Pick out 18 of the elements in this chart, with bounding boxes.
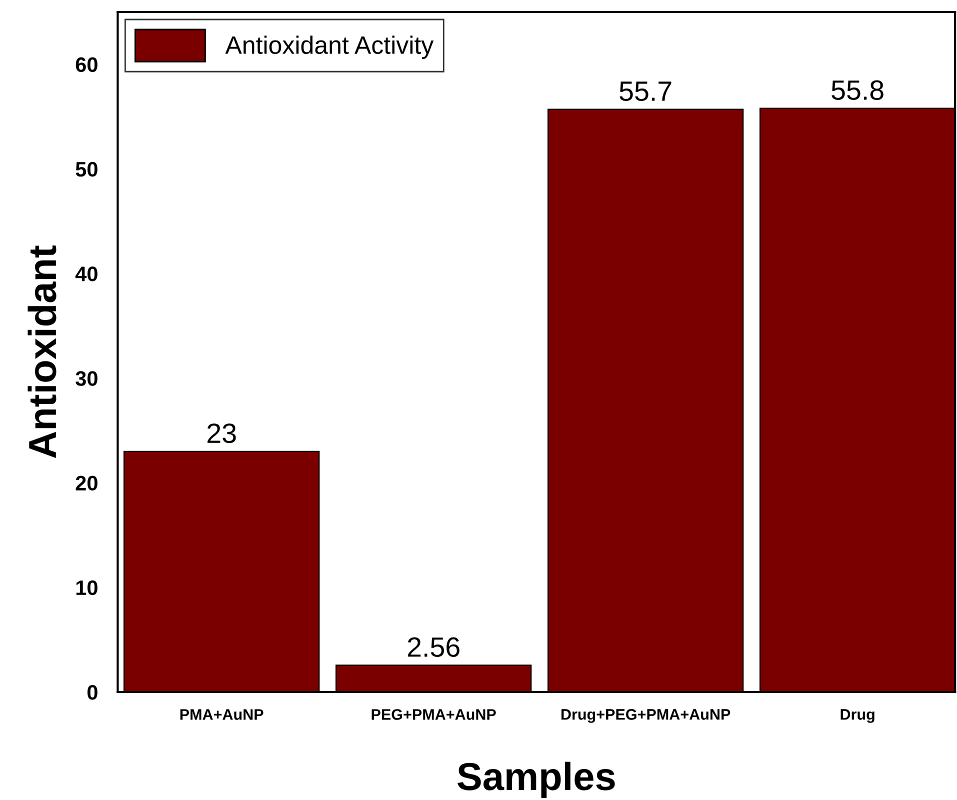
y-tick-label: 0 [88, 685, 98, 700]
y-tick-label: 40 [75, 266, 98, 282]
x-tick-label: PMA+AuNP [180, 709, 264, 720]
x-tick-label: Drug+PEG+PMA+AuNP [561, 709, 730, 723]
data-label: 55.8 [832, 80, 884, 100]
data-label: 55.7 [620, 82, 672, 102]
x-axis-title: Samples [458, 762, 615, 798]
y-axis-title: Antioxidant [28, 246, 56, 458]
data-label: 23 [208, 423, 236, 444]
y-tick-label: 60 [76, 57, 98, 72]
x-tick-label: PEG+PMA+AuNP [372, 709, 496, 720]
x-tick-label: Drug [840, 709, 874, 723]
legend-label: Antioxidant Activity [225, 36, 434, 59]
y-tick-label: 50 [76, 162, 98, 177]
y-tick-label: 10 [76, 580, 98, 596]
y-tick-label: 30 [76, 371, 98, 386]
y-tick-label: 20 [76, 476, 98, 491]
data-label: 2.56 [408, 637, 460, 657]
